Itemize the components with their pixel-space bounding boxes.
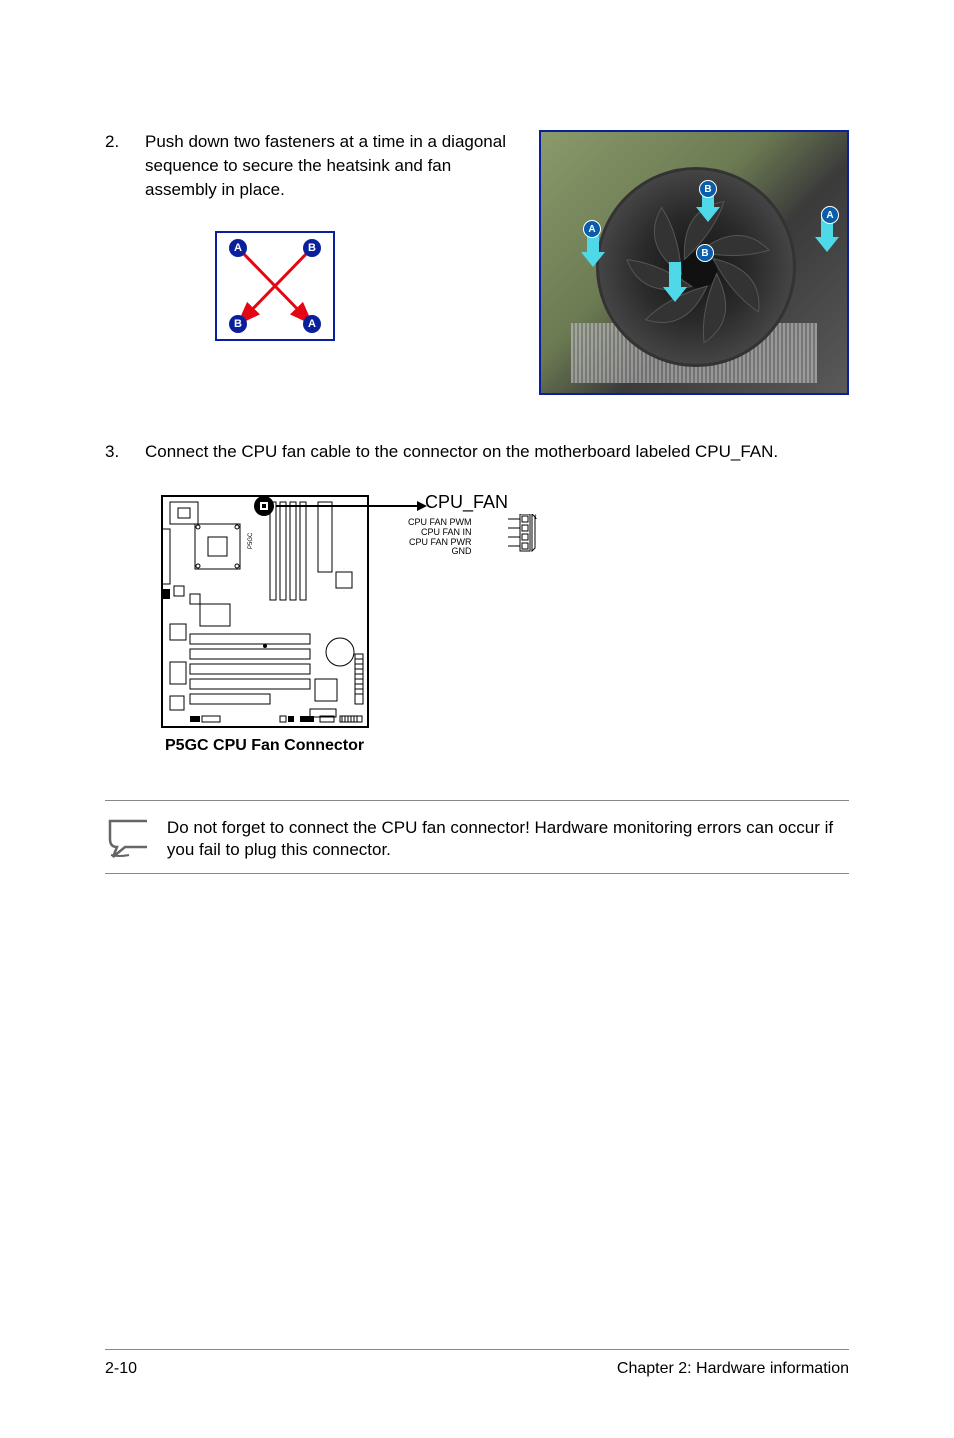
motherboard-diagram-caption: P5GC CPU Fan Connector [165, 737, 849, 755]
photo-label-a-left: A [583, 220, 601, 238]
photo-label-b-mid: B [696, 244, 714, 262]
photo-label-a-right: A [821, 206, 839, 224]
photo-label-b-top: B [699, 180, 717, 198]
note-icon [105, 813, 147, 861]
note-text: Do not forget to connect the CPU fan con… [167, 813, 849, 861]
pin-gnd: GND [408, 547, 472, 557]
note-callout: Do not forget to connect the CPU fan con… [105, 800, 849, 874]
step-2-text: Push down two fasteners at a time in a d… [145, 130, 519, 201]
cpu-fan-pin-labels: CPU FAN PWM CPU FAN IN CPU FAN PWR GND [408, 518, 472, 558]
cpu-fan-connector-title: CPU_FAN [425, 492, 508, 513]
step-2-left: Push down two fasteners at a time in a d… [145, 130, 519, 341]
page-number: 2-10 [105, 1360, 137, 1378]
step-3-text: Connect the CPU fan cable to the connect… [145, 440, 849, 464]
svg-text:1: 1 [534, 515, 538, 521]
board-model-label: P5GC [248, 532, 254, 549]
step-2-content: Push down two fasteners at a time in a d… [145, 130, 849, 395]
diagonal-sequence-diagram: A B B A [215, 231, 335, 341]
step-2: 2. Push down two fasteners at a time in … [105, 130, 849, 395]
pin-header-icon: 1 [508, 514, 538, 564]
page-footer: 2-10 Chapter 2: Hardware information [105, 1349, 849, 1378]
step-3: 3. Connect the CPU fan cable to the conn… [105, 440, 849, 464]
step-2-number: 2. [105, 130, 145, 154]
heatsink-photo: B A B A [539, 130, 849, 395]
push-arrow-mid [663, 262, 687, 302]
motherboard-diagram: P5GC [160, 494, 370, 729]
motherboard-diagram-section: P5GC CPU_FAN CPU FAN PWM CPU FAN IN CPU … [160, 494, 849, 755]
step-3-number: 3. [105, 440, 145, 464]
chapter-title: Chapter 2: Hardware information [617, 1360, 849, 1378]
